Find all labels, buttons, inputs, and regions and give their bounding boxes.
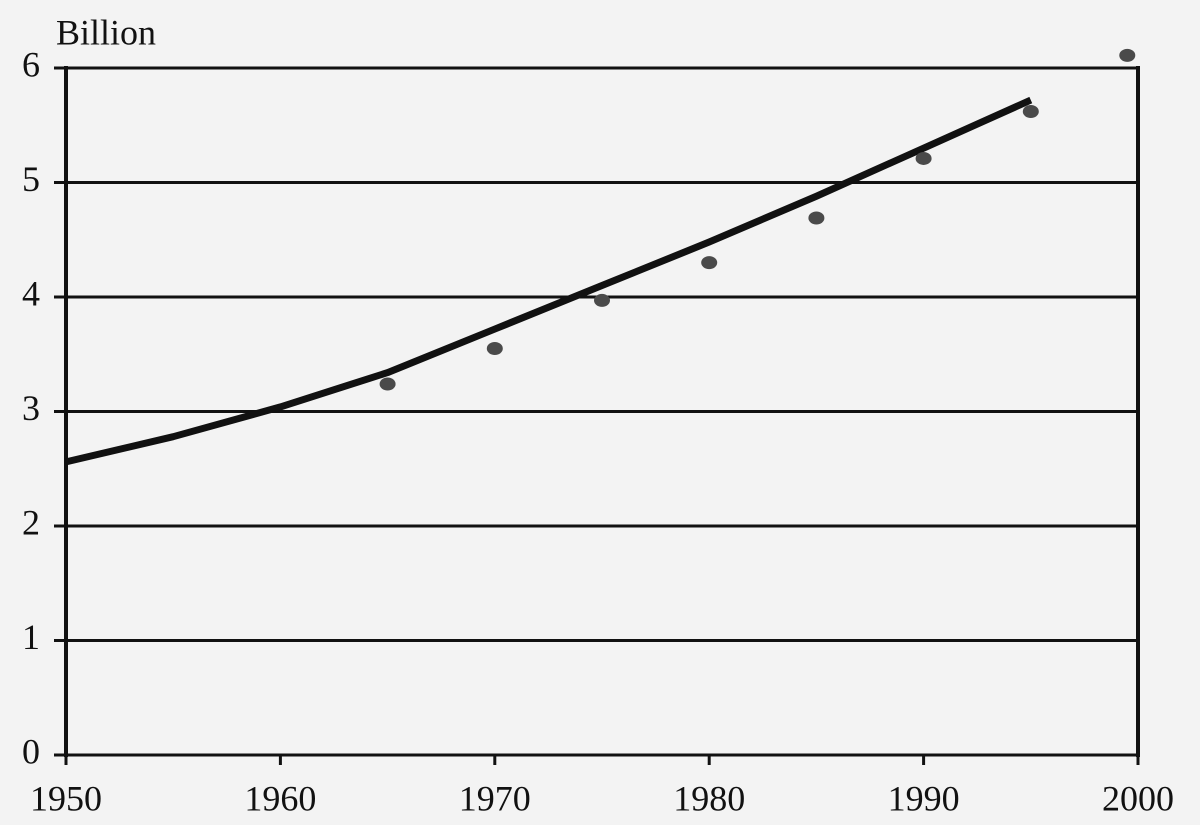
data-point — [808, 211, 825, 225]
data-point — [379, 377, 396, 391]
y-tick-label: 0 — [22, 731, 40, 771]
x-tick-label: 1990 — [888, 778, 960, 818]
x-tick-label: 1960 — [244, 778, 316, 818]
y-axis-label: Billion — [56, 12, 156, 52]
y-tick-label: 3 — [22, 388, 40, 428]
data-point — [915, 151, 932, 165]
y-tick-label: 4 — [22, 273, 40, 313]
y-tick-label: 5 — [22, 159, 40, 199]
y-tick-label: 6 — [22, 44, 40, 84]
x-tick-label: 1970 — [459, 778, 531, 818]
x-tick-label: 1980 — [673, 778, 745, 818]
data-point — [486, 342, 503, 356]
y-tick-label: 2 — [22, 502, 40, 542]
data-point — [594, 293, 610, 307]
y-tick-label: 1 — [22, 617, 40, 657]
x-tick-label: 2000 — [1102, 778, 1174, 818]
trend-line — [65, 96, 1033, 466]
data-point — [701, 256, 718, 270]
data-point — [1022, 105, 1039, 119]
data-point — [1119, 48, 1136, 62]
x-tick-label: 1950 — [30, 778, 102, 818]
